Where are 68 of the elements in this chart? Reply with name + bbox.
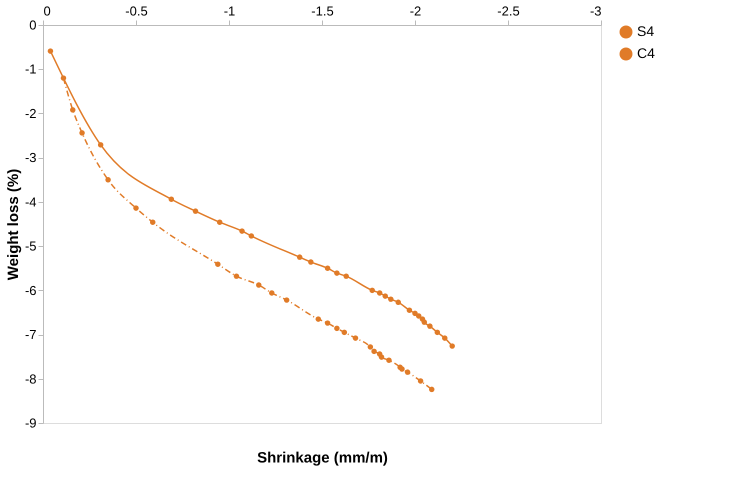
point	[334, 326, 340, 332]
point	[369, 288, 375, 294]
y-axis-title: Weight loss (%)	[4, 168, 22, 280]
legend-label: C4	[637, 45, 656, 61]
point	[434, 330, 440, 336]
y-tick-label: 0	[29, 18, 36, 32]
point	[376, 290, 382, 296]
y-tick-label: -1	[24, 62, 36, 77]
point	[308, 259, 314, 265]
point	[248, 233, 254, 239]
x-axis-title: Shrinkage (mm/m)	[257, 450, 388, 466]
point	[215, 262, 221, 267]
y-tick-label: -9	[24, 416, 36, 430]
point	[168, 196, 174, 202]
point	[192, 208, 198, 214]
point	[133, 205, 139, 211]
point	[216, 220, 222, 225]
point	[386, 357, 392, 363]
point	[70, 107, 76, 113]
point	[442, 335, 448, 341]
point	[60, 75, 66, 81]
point	[334, 270, 340, 276]
point	[239, 228, 245, 234]
point	[284, 297, 290, 303]
point	[429, 386, 434, 392]
point	[422, 319, 428, 325]
x-tick-label: -2	[410, 4, 422, 18]
point	[427, 323, 433, 329]
point	[378, 354, 384, 360]
point	[343, 273, 349, 279]
legend-label: S4	[637, 23, 654, 39]
point	[79, 130, 85, 136]
point	[352, 335, 358, 341]
point	[105, 177, 111, 183]
point	[396, 300, 401, 306]
point	[324, 320, 330, 326]
point	[418, 378, 424, 384]
point	[388, 296, 394, 302]
point	[324, 265, 330, 271]
y-tick-label: -5	[24, 238, 36, 254]
point	[406, 308, 412, 313]
point	[48, 48, 54, 54]
point	[234, 273, 240, 279]
point	[371, 348, 377, 354]
y-tick-label: -8	[24, 371, 36, 386]
point	[150, 220, 156, 225]
point	[296, 254, 302, 260]
y-tick-label: -7	[24, 327, 36, 342]
point	[269, 290, 275, 296]
point	[416, 313, 422, 319]
point	[368, 344, 374, 350]
x-tick-label: -1.5	[311, 4, 334, 18]
point	[404, 369, 410, 375]
x-tick-label: -1	[224, 4, 236, 18]
point	[256, 282, 262, 288]
point	[316, 316, 322, 322]
y-tick-label: -6	[24, 282, 36, 298]
point	[98, 142, 104, 148]
x-tick-label: -2.5	[497, 4, 520, 18]
y-tick-label: -3	[24, 150, 36, 166]
x-tick-label: -0.5	[125, 4, 148, 18]
point	[382, 293, 388, 299]
y-tick-label: -4	[24, 194, 36, 210]
x-tick-label: 0	[44, 4, 51, 18]
point	[342, 330, 348, 336]
y-tick-label: -2	[24, 106, 36, 121]
x-tick-label: -3	[590, 4, 602, 18]
point	[449, 343, 455, 349]
